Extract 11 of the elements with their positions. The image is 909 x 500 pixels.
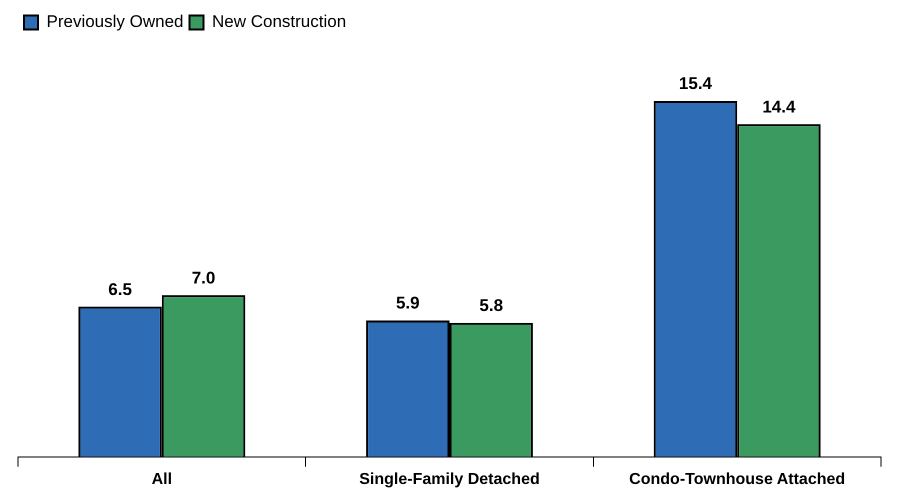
data-label: 6.5: [108, 280, 132, 299]
data-label: 14.4: [762, 97, 796, 116]
x-tick-label: Single-Family Detached: [359, 470, 540, 488]
x-tick-label: Condo-Townhouse Attached: [629, 470, 846, 488]
data-label: 15.4: [678, 74, 713, 94]
data-label: 7.0: [192, 268, 216, 288]
legend-label: New Construction: [212, 12, 346, 32]
legend-label: Previously Owned: [46, 12, 184, 32]
data-label: 5.9: [396, 294, 420, 313]
x-tick-label: All: [152, 470, 172, 488]
data-label: 5.8: [479, 296, 504, 316]
